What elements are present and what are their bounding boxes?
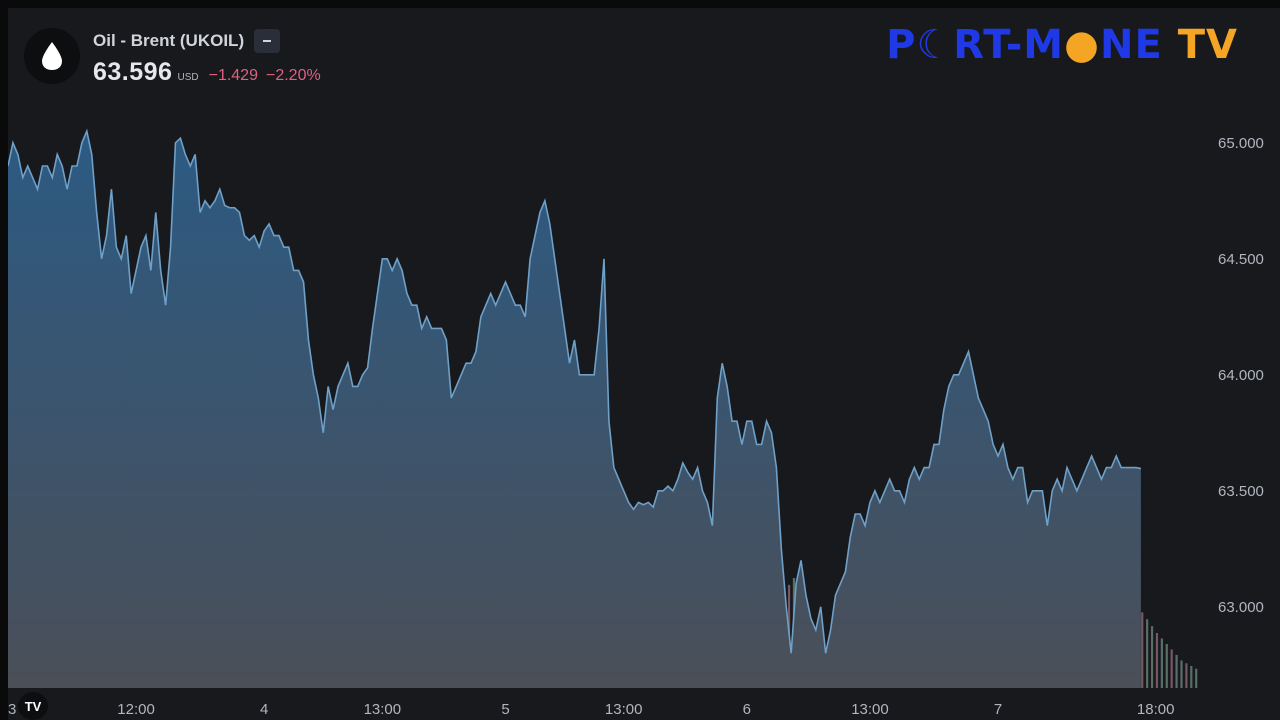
- currency-label: USD: [177, 72, 199, 83]
- oil-drop-icon[interactable]: [24, 28, 80, 84]
- tradingview-logo[interactable]: TV: [18, 692, 48, 720]
- chart-frame: 65.000 64.500 64.000 63.500 63.000 3 12:00 4 13…: [8, 8, 1280, 720]
- x-tick-label: 3: [8, 701, 16, 718]
- volume-bar: [1150, 626, 1154, 689]
- volume-bar: [1175, 655, 1178, 688]
- symbol-header: Oil - Brent (UKOIL) 63.596 USD −1.429 −2…: [24, 28, 321, 87]
- volume-bar: [1170, 649, 1173, 688]
- x-tick-label: 5: [501, 701, 509, 718]
- volume-bar: [1155, 633, 1159, 688]
- symbol-title[interactable]: Oil - Brent (UKOIL): [93, 31, 245, 50]
- x-tick-label: 4: [260, 701, 268, 718]
- y-tick-label: 63.500: [1218, 483, 1264, 500]
- y-tick-label: 64.500: [1218, 251, 1264, 268]
- y-tick-label: 63.000: [1218, 599, 1264, 616]
- x-tick-label: 7: [994, 701, 1002, 718]
- x-tick-label: 6: [743, 701, 751, 718]
- y-tick-label: 64.000: [1218, 367, 1264, 384]
- volume-bar: [1165, 644, 1168, 688]
- price-chart[interactable]: 65.000 64.500 64.000 63.500 63.000 3 12:00 4 13…: [8, 8, 1280, 720]
- price-line: [8, 128, 1142, 654]
- y-axis: 65.000 64.500 64.000 63.500 63.000: [1218, 135, 1264, 616]
- y-tick-label: 65.000: [1218, 135, 1264, 152]
- last-price: 63.596: [93, 58, 173, 86]
- x-tick-label: 13:00: [364, 701, 402, 718]
- volume-bar: [1195, 668, 1198, 688]
- volume-bar: [1141, 612, 1144, 689]
- x-tick-label: 12:00: [117, 701, 155, 718]
- volume-bar: [1180, 660, 1183, 688]
- volume-bar: [1185, 663, 1188, 688]
- volume-bar: [1190, 666, 1193, 688]
- brand-watermark: P☾RT-M●NE TV: [886, 22, 1238, 68]
- price-change-percent: −2.20%: [265, 67, 321, 84]
- volume-bar: [1160, 638, 1163, 688]
- price-area: [8, 131, 1141, 688]
- x-axis: 3 12:00 4 13:00 5 13:00 6 13:00 7 18:00: [8, 701, 1174, 718]
- x-tick-label: 13:00: [851, 701, 889, 718]
- collapse-button[interactable]: [254, 29, 281, 53]
- x-tick-label: 13:00: [605, 701, 643, 718]
- volume-bar: [1146, 619, 1149, 688]
- price-change: −1.429: [208, 67, 258, 84]
- x-tick-label: 18:00: [1137, 701, 1175, 718]
